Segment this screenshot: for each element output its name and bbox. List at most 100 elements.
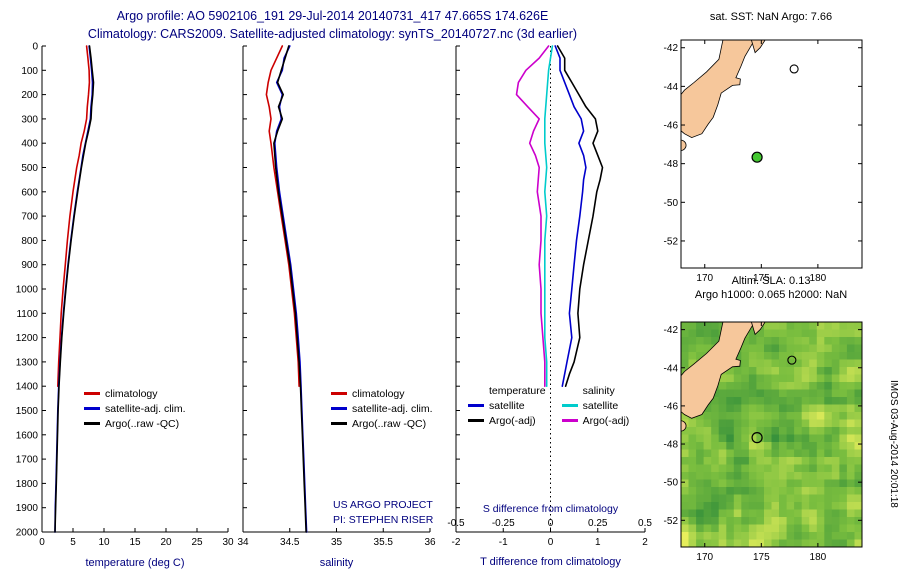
sla-cell — [764, 502, 773, 511]
sla-cell — [816, 419, 825, 428]
sla-cell — [771, 382, 780, 391]
sla-cell — [779, 404, 788, 413]
depth-tick-label: 500 — [21, 163, 38, 174]
sla-cell — [786, 464, 795, 473]
sla-cell — [779, 472, 788, 481]
sla-cell — [816, 397, 825, 406]
sla-cell — [779, 412, 788, 421]
lat-tick-label: -44 — [664, 82, 679, 93]
difference-legend-salinity-column: salinity satellite Argo(-adj) — [561, 383, 629, 428]
sla-cell — [681, 532, 690, 541]
sla-cell — [703, 412, 712, 421]
sla-cell — [846, 472, 856, 481]
sla-cell — [831, 329, 840, 338]
sla-cell — [741, 397, 750, 406]
sla-cell — [854, 404, 862, 413]
sla-cell — [786, 427, 795, 436]
sla-cell — [711, 494, 720, 503]
sla-cell — [711, 487, 720, 496]
sla-cell — [846, 509, 856, 518]
sla-cell — [839, 322, 848, 331]
sla-cell — [839, 344, 848, 353]
sla-cell — [824, 479, 833, 488]
legend-line-swatch — [84, 407, 100, 410]
sla-cell — [711, 524, 720, 533]
sla-cell — [688, 427, 697, 436]
sla-cell — [741, 359, 750, 368]
sla-cell — [779, 479, 788, 488]
sla-cell — [741, 419, 750, 428]
sla-cell — [756, 472, 765, 481]
sla-cell — [786, 502, 795, 511]
depth-tick-label: 1500 — [16, 406, 39, 417]
x-tick-label: 30 — [222, 537, 234, 548]
sla-cell — [809, 457, 818, 466]
sla-cell — [726, 367, 735, 376]
sla-cell — [854, 442, 862, 451]
sla-cell — [786, 337, 795, 346]
sla-cell — [756, 352, 765, 361]
sla-cell — [801, 509, 810, 518]
s-tick-label: 0.25 — [588, 518, 608, 529]
x-tick-label: 35.5 — [374, 537, 394, 548]
sla-cell — [696, 434, 705, 443]
sla-cell — [794, 517, 803, 526]
sla-cell — [703, 434, 712, 443]
legend-line-swatch — [331, 392, 347, 395]
sla-cell — [854, 337, 862, 346]
sla-cell — [756, 532, 765, 541]
sla-cell — [824, 449, 833, 458]
sla-cell — [718, 397, 727, 406]
sla-cell — [703, 344, 712, 353]
sla-cell — [696, 457, 705, 466]
legend-item: satellite — [468, 398, 546, 413]
sla-cell — [718, 412, 727, 421]
sla-cell — [771, 442, 780, 451]
depth-tick-label: 300 — [21, 114, 38, 125]
float-position-marker — [751, 432, 763, 444]
sla-cell — [681, 322, 690, 331]
sla-cell — [748, 532, 758, 541]
sla-cell — [809, 509, 818, 518]
sla-cell — [801, 524, 810, 533]
sla-cell — [711, 532, 720, 541]
sla-cell — [854, 329, 862, 338]
depth-tick-label: 1200 — [16, 333, 39, 344]
sla-cell — [726, 502, 735, 511]
sla-cell — [756, 367, 765, 376]
sla-cell — [733, 479, 742, 488]
sla-cell — [771, 419, 780, 428]
legend-item: climatology — [84, 386, 186, 401]
sla-cell — [794, 382, 803, 391]
x-tick-label: 0 — [39, 537, 45, 548]
sla-map-title-1: Altim. SLA: 0.13 — [731, 275, 811, 287]
sla-cell — [741, 487, 750, 496]
sla-cell — [816, 344, 825, 353]
legend-label: salinity — [582, 384, 615, 397]
sla-cell — [801, 389, 810, 398]
legend-label: satellite-adj. clim. — [352, 402, 433, 415]
sla-cell — [831, 479, 840, 488]
sla-cell — [809, 427, 818, 436]
sla-cell — [809, 502, 818, 511]
sla-cell — [718, 449, 727, 458]
sla-cell — [764, 404, 773, 413]
x-tick-label: -2 — [452, 537, 461, 548]
sla-cell — [794, 374, 803, 383]
sla-cell — [711, 517, 720, 526]
map-border — [680, 39, 863, 269]
sla-cell — [786, 404, 795, 413]
sla-cell — [846, 464, 856, 473]
sla-cell — [846, 449, 856, 458]
lon-tick-label: 170 — [696, 552, 713, 563]
sla-cell — [794, 442, 803, 451]
sla-cell — [748, 509, 758, 518]
sla-cell — [726, 494, 735, 503]
sla-cell — [764, 337, 773, 346]
sla-cell — [824, 344, 833, 353]
sla-cell — [794, 322, 803, 331]
sla-cell — [756, 479, 765, 488]
sla-cell — [756, 344, 765, 353]
sla-cell — [741, 524, 750, 533]
